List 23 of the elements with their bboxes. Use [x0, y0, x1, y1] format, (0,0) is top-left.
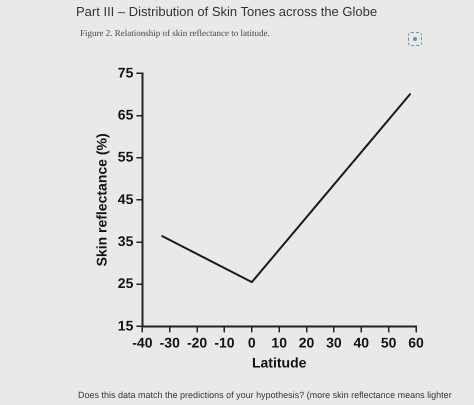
x-axis-title: Latitude: [252, 354, 307, 370]
y-tick-label: 25: [118, 275, 134, 292]
x-tick-label: 10: [271, 334, 288, 351]
y-tick-label: 15: [118, 317, 134, 334]
x-tick-label: 30: [326, 334, 342, 351]
y-tick-label: 35: [118, 232, 134, 249]
y-axis-title: Skin reflectance (%): [93, 133, 110, 266]
x-tick-label: 60: [408, 334, 424, 351]
text: Does this data match the predictions of your hypothesis? (more skin reflectance means lighter: [78, 390, 452, 400]
y-tick-label: 55: [118, 148, 134, 165]
x-tick-label: -40: [132, 334, 153, 351]
y-tick-label: 65: [118, 106, 134, 122]
x-tick-label: 20: [298, 334, 315, 351]
x-tick-label: 40: [353, 334, 370, 351]
x-tick-label: -10: [214, 334, 235, 351]
x-tick-label: 50: [380, 334, 397, 351]
chart-subtitle: Figure 2. Relationship of skin reflectance to latitude.: [80, 28, 270, 38]
chart-title: Part III – Distribution of Skin Tones across the Globe: [76, 4, 378, 19]
y-tick-label: 75: [118, 64, 134, 80]
x-tick-label: -20: [186, 334, 208, 351]
y-tick-label: 45: [118, 190, 134, 207]
x-tick-label: 0: [248, 334, 256, 351]
x-tick-label: -30: [160, 334, 180, 351]
